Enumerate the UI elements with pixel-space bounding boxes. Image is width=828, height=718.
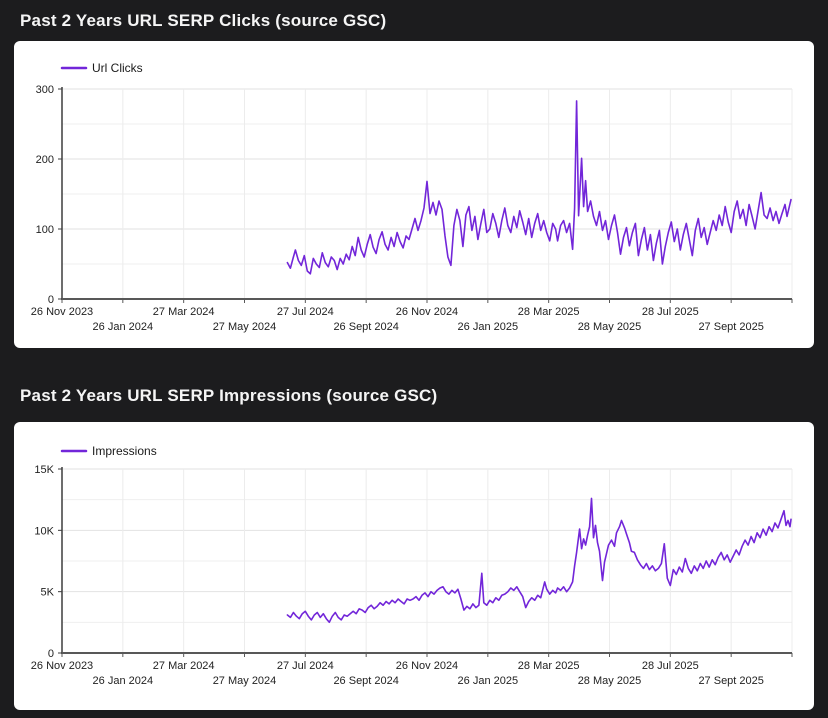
x-tick-label: 27 Mar 2024 — [153, 660, 215, 672]
y-tick-label: 10K — [34, 525, 54, 537]
x-tick-label: 26 Nov 2023 — [31, 660, 93, 672]
x-tick-label: 28 Jul 2025 — [642, 660, 699, 672]
x-tick-label: 27 Jul 2024 — [277, 660, 334, 672]
clicks-chart-title: Past 2 Years URL SERP Clicks (source GSC… — [20, 11, 387, 30]
impressions-chart-section: Past 2 Years URL SERP Impressions (sourc… — [0, 348, 828, 710]
impressions-chart-card: 0 5K 10K 15K 26 Nov 2023 26 Jan 2024 27 Mar 20… — [14, 422, 814, 710]
y-tick-label: 0 — [48, 648, 54, 660]
x-tick-label: 28 Mar 2025 — [518, 660, 580, 672]
x-tick-label: 28 Mar 2025 — [518, 306, 580, 318]
y-tick-label: 5K — [41, 587, 55, 599]
x-tick-label: 28 May 2025 — [578, 675, 642, 687]
x-tick-label: 27 Sept 2025 — [698, 675, 763, 687]
x-tick-label: 27 Sept 2025 — [698, 321, 763, 333]
clicks-chart-card: 0 100 200 300 26 Nov 2023 26 Jan 2024 27 Mar 2… — [14, 41, 814, 348]
y-tick-label: 100 — [36, 224, 54, 236]
x-tick-label: 26 Nov 2024 — [396, 660, 458, 672]
x-tick-label: 27 Mar 2024 — [153, 306, 215, 318]
y-tick-label: 300 — [36, 84, 54, 96]
series-line — [286, 497, 792, 624]
x-tick-label: 26 Jan 2024 — [93, 675, 154, 687]
x-tick-label: 26 Sept 2024 — [333, 675, 398, 687]
x-tick-label: 28 May 2025 — [578, 321, 642, 333]
x-tick-label: 28 Jul 2025 — [642, 306, 699, 318]
x-tick-label: 26 Nov 2024 — [396, 306, 458, 318]
legend-label: Impressions — [92, 444, 157, 458]
y-tick-label: 200 — [36, 154, 54, 166]
x-tick-label: 26 Nov 2023 — [31, 306, 93, 318]
x-tick-label: 26 Sept 2024 — [333, 321, 398, 333]
x-tick-label: 26 Jan 2025 — [458, 321, 519, 333]
legend-label: Url Clicks — [92, 61, 143, 75]
x-tick-label: 27 May 2024 — [213, 321, 277, 333]
impressions-chart-title: Past 2 Years URL SERP Impressions (sourc… — [20, 386, 438, 405]
x-tick-label: 27 Jul 2024 — [277, 306, 334, 318]
x-tick-label: 26 Jan 2024 — [93, 321, 154, 333]
x-tick-label: 26 Jan 2025 — [458, 675, 519, 687]
y-tick-label: 15K — [34, 464, 54, 476]
x-tick-label: 27 May 2024 — [213, 675, 277, 687]
clicks-chart-section: Past 2 Years URL SERP Clicks (source GSC… — [0, 0, 828, 348]
series-line — [286, 100, 792, 275]
y-tick-label: 0 — [48, 294, 54, 306]
